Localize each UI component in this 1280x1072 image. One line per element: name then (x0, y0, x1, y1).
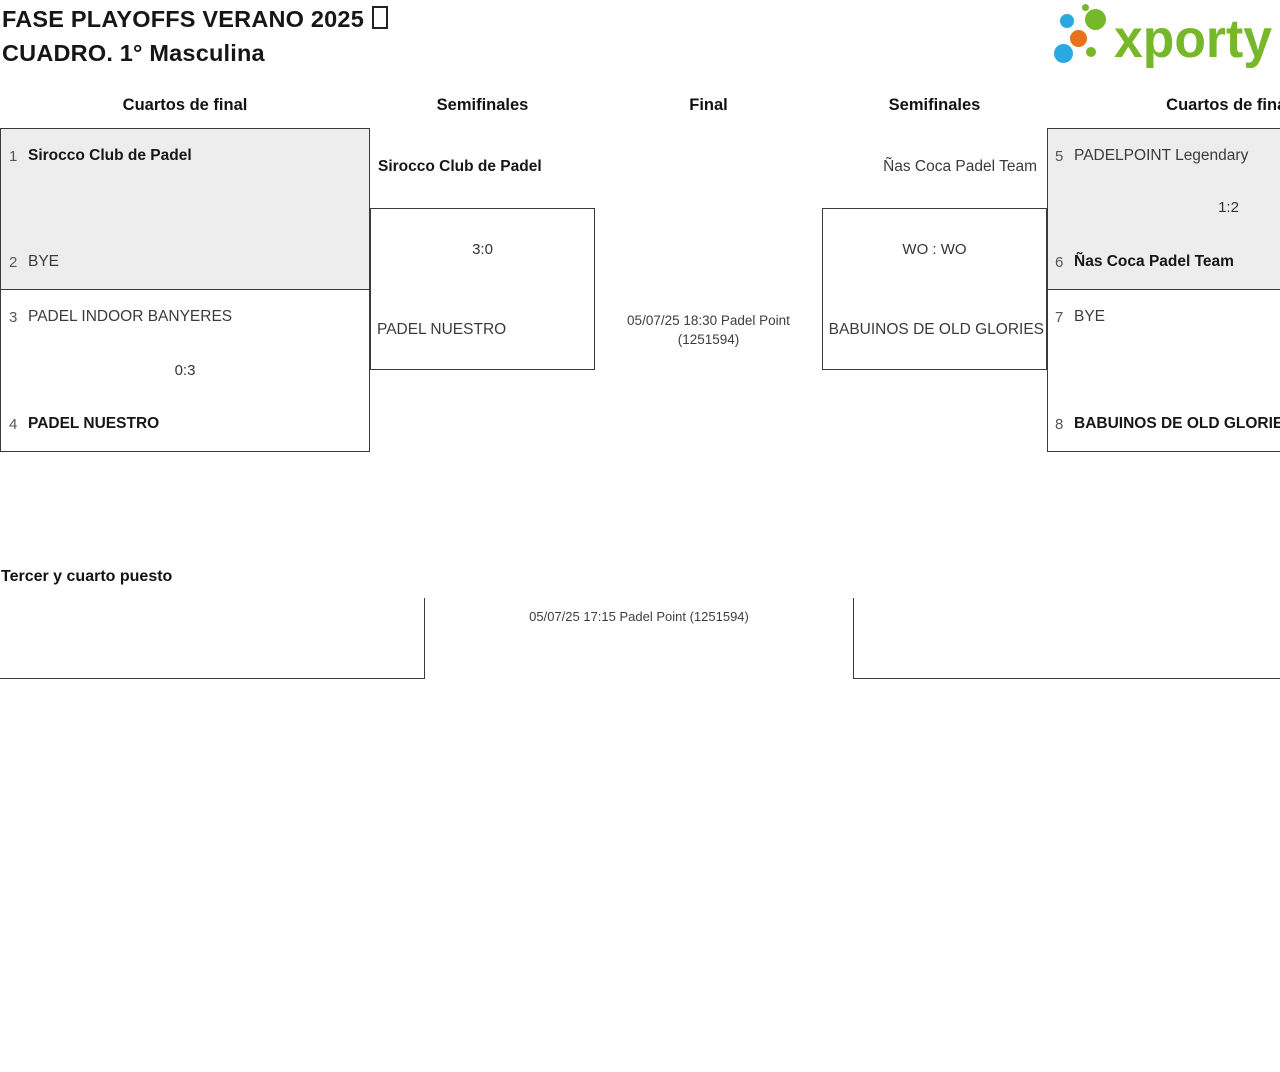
match-qf3[interactable] (1047, 128, 1280, 290)
logo-dot-icon (1054, 44, 1073, 63)
team-name: Sirocco Club de Padel (28, 147, 192, 164)
team-row: 5 PADELPOINT Legendary (1055, 146, 1248, 166)
match-score: 1:2 (1218, 199, 1239, 216)
team-name: PADEL INDOOR BANYERES (28, 308, 233, 325)
team-name: BYE (1074, 308, 1106, 325)
team-name: PADEL NUESTRO (377, 321, 507, 338)
match-score: 3:0 (472, 241, 493, 258)
team-row: Ñas Coca Padel Team (822, 157, 1037, 177)
missing-glyph-icon (371, 6, 388, 29)
title-line-2: CUADRO. 1° Masculina (2, 39, 265, 66)
seed-number: 3 (9, 308, 18, 326)
team-name: Ñas Coca Padel Team (883, 158, 1037, 175)
seed-number: 1 (9, 147, 18, 165)
match-sf2[interactable] (822, 208, 1047, 370)
final-schedule-line-2: (1251594) (677, 332, 740, 347)
round-header-quarters-right: Cuartos de final (1166, 96, 1280, 114)
round-header-semis-left: Semifinales (436, 96, 529, 114)
final-schedule-line-1: 05/07/25 18:30 Padel Point (627, 313, 790, 328)
round-header-semis-right: Semifinales (888, 96, 981, 114)
team-name: BYE (28, 253, 60, 270)
team-name: BABUINOS DE OLD GLORIES (828, 321, 1044, 338)
xporty-logo[interactable] (1050, 0, 1280, 75)
final-schedule[interactable]: 05/07/25 18:30 Padel Point (1251594) (595, 311, 822, 349)
logo-dot-icon (1082, 4, 1089, 11)
logo-dot-icon (1085, 9, 1106, 30)
seed-number: 7 (1055, 308, 1064, 326)
team-row: 8 BABUINOS DE OLD GLORIES (1055, 414, 1280, 434)
logo-dot-icon (1070, 30, 1087, 47)
team-row: Sirocco Club de Padel (378, 157, 542, 177)
title-line-1: FASE PLAYOFFS VERANO 2025 (2, 3, 388, 37)
seed-number: 2 (9, 253, 18, 271)
match-score: WO : WO (902, 241, 967, 258)
xporty-wordmark-text: xporty (1114, 12, 1272, 69)
logo-dot-icon (1086, 47, 1096, 57)
round-header-final: Final (689, 96, 728, 114)
team-row: 6 Ñas Coca Padel Team (1055, 252, 1234, 272)
match-score: 0:3 (174, 362, 196, 379)
team-name: Sirocco Club de Padel (378, 158, 542, 175)
team-row: 3 PADEL INDOOR BANYERES (9, 307, 232, 327)
seed-number: 5 (1055, 147, 1064, 165)
team-name: PADELPOINT Legendary (1074, 147, 1249, 164)
team-row: BABUINOS DE OLD GLORIES (822, 320, 1044, 340)
match-qf4[interactable] (1047, 289, 1280, 452)
logo-dot-icon (1060, 14, 1074, 28)
xporty-wordmark: xporty (1114, 12, 1272, 69)
third-place-slot-right[interactable] (853, 598, 1280, 679)
team-row: 4 PADEL NUESTRO (9, 414, 159, 434)
team-row: 2 BYE (9, 252, 59, 272)
third-place-heading: Tercer y cuarto puesto (1, 568, 173, 585)
seed-number: 8 (1055, 415, 1064, 433)
page-title: FASE PLAYOFFS VERANO 2025 CUADRO. 1° Mas… (2, 3, 388, 70)
team-name: Ñas Coca Padel Team (1074, 253, 1234, 270)
team-name: PADEL NUESTRO (28, 415, 160, 432)
seed-number: 4 (9, 415, 18, 433)
seed-number: 6 (1055, 253, 1064, 271)
team-row: 1 Sirocco Club de Padel (9, 146, 192, 166)
team-row: PADEL NUESTRO (377, 320, 506, 340)
match-qf2[interactable] (0, 289, 370, 452)
match-sf1[interactable] (370, 208, 595, 370)
third-place-slot-left[interactable] (0, 598, 425, 679)
round-header-quarters-left: Cuartos de final (122, 96, 248, 114)
third-place-schedule: 05/07/25 17:15 Padel Point (1251594) (529, 609, 749, 624)
team-name: BABUINOS DE OLD GLORIES (1074, 415, 1280, 432)
team-row: 7 BYE (1055, 307, 1105, 327)
